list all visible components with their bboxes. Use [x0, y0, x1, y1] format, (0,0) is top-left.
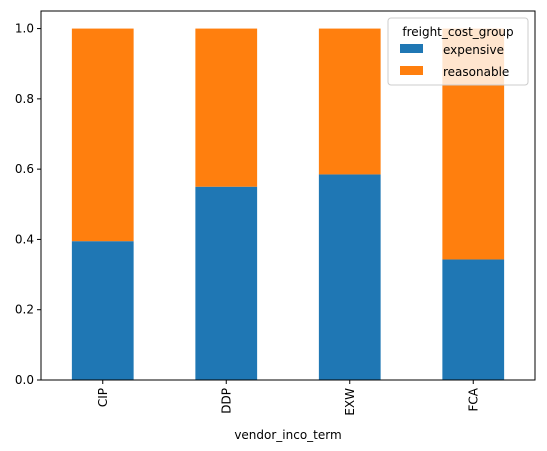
y-tick-label: 0.2 [15, 303, 34, 317]
bar-ddp-reasonable [195, 28, 258, 187]
bar-exw-reasonable [318, 28, 381, 175]
bar-cip-reasonable [71, 28, 134, 242]
legend-title: freight_cost_group [402, 25, 513, 39]
bar-fca-expensive [442, 259, 505, 380]
bar-cip-expensive [71, 241, 134, 380]
y-tick-label: 0.6 [15, 162, 34, 176]
x-axis-label: vendor_inco_term [234, 428, 341, 442]
y-axis: 0.0 0.2 0.4 0.6 0.8 1.0 [15, 22, 41, 387]
y-tick-label: 0.8 [15, 92, 34, 106]
x-axis: CIP DDP EXW FCA [96, 380, 480, 416]
x-tick-label: CIP [96, 388, 110, 407]
x-tick-label: EXW [343, 388, 357, 416]
y-tick-label: 1.0 [15, 22, 34, 36]
y-tick-label: 0.4 [15, 232, 34, 246]
legend-swatch-expensive [400, 44, 423, 53]
y-tick-label: 0.0 [15, 373, 34, 387]
x-tick-label: DDP [219, 388, 233, 414]
plot-frame [40, 10, 536, 381]
legend-label-reasonable: reasonable [443, 65, 509, 79]
legend: freight_cost_group expensive reasonable [387, 17, 529, 86]
bar-ddp-expensive [195, 186, 258, 380]
bar-exw-expensive [318, 174, 381, 380]
bars-group [71, 28, 505, 380]
legend-swatch-reasonable [400, 66, 423, 75]
legend-label-expensive: expensive [443, 43, 504, 57]
x-tick-label: FCA [466, 387, 480, 411]
